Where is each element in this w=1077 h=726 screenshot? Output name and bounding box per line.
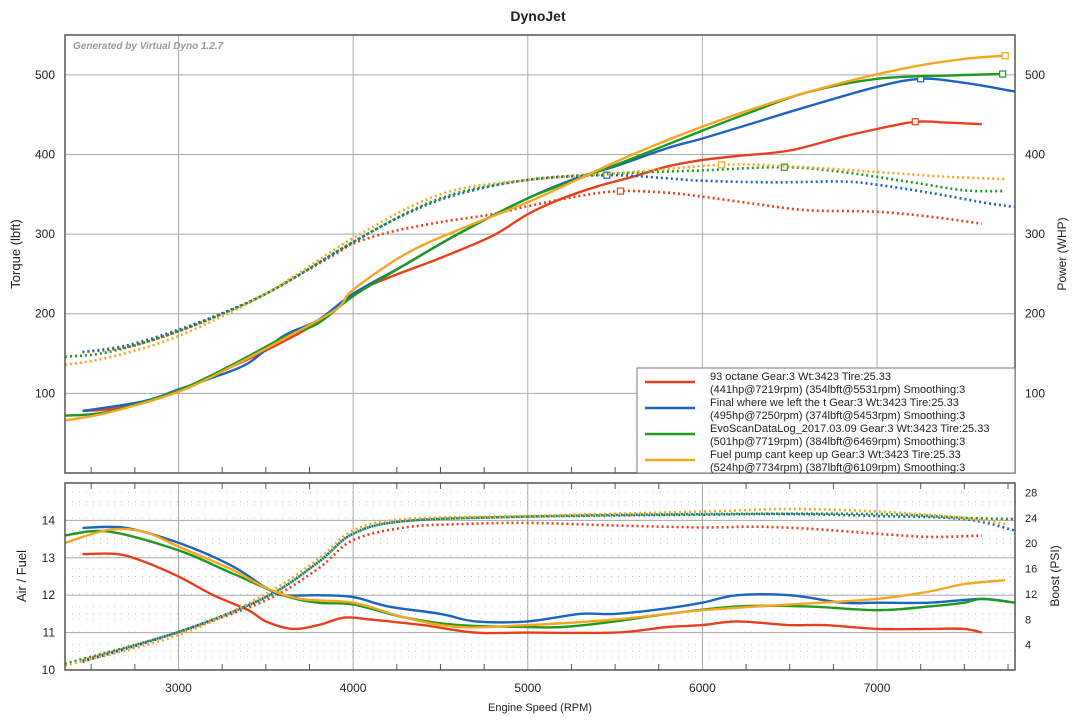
y2-axis-label-power: Power (WHP) <box>1055 217 1069 290</box>
watermark: Generated by Virtual Dyno 1.2.7 <box>73 41 224 52</box>
afr-tick-label: 11 <box>43 626 56 640</box>
x-tick-label: 4000 <box>340 681 367 695</box>
x-tick-label: 7000 <box>864 681 891 695</box>
y-tick-label: 200 <box>35 307 55 321</box>
afr-tick-label: 10 <box>42 663 56 677</box>
y-tick-label: 500 <box>35 68 55 82</box>
torque-line-series-1 <box>82 189 982 354</box>
x-axis-label: Engine Speed (RPM) <box>488 702 592 714</box>
top-plot-frame <box>64 34 1016 474</box>
legend-entry-line1: Fuel pump cant keep up Gear:3 Wt:3423 Ti… <box>710 449 961 461</box>
legend-entry-line2: (524hp@7734rpm) (387lbft@6109rpm) Smooth… <box>710 462 965 474</box>
boost-tick-label: 8 <box>1025 614 1031 626</box>
x-tick-label: 5000 <box>514 681 541 695</box>
peak-power-marker <box>911 118 919 126</box>
peak-power-marker <box>999 70 1007 78</box>
peak-torque-marker <box>616 187 625 195</box>
y-axis-label-afr: Air / Fuel <box>14 550 29 602</box>
afr-line-series-1 <box>82 552 983 635</box>
legend-entry-line1: 93 octane Gear:3 Wt:3423 Tire:25.33 <box>710 371 891 383</box>
power-line-series-1 <box>82 120 982 413</box>
peak-torque-marker <box>717 161 726 169</box>
boost-tick-label: 28 <box>1025 488 1037 500</box>
y-tick-label: 400 <box>35 147 55 161</box>
boost-line-series-3 <box>64 512 1016 665</box>
y-axis-label-torque: Torque (lbft) <box>8 219 23 288</box>
afr-line-series-3 <box>64 529 1016 629</box>
legend-entry-line2: (495hp@7250rpm) (374lbft@5453rpm) Smooth… <box>710 410 965 422</box>
legend-entry-line2: (441hp@7219rpm) (354lbft@5531rpm) Smooth… <box>710 384 965 396</box>
x-tick-label: 6000 <box>689 681 716 695</box>
y2-tick-label: 500 <box>1025 68 1045 82</box>
bottom-plot-frame <box>64 482 1016 671</box>
boost-tick-label: 4 <box>1025 640 1031 652</box>
y-tick-label: 300 <box>35 227 55 241</box>
afr-tick-label: 14 <box>42 513 56 527</box>
x-tick-label: 3000 <box>165 681 192 695</box>
legend-entry-line2: (501hp@7719rpm) (384lbft@6469rpm) Smooth… <box>710 436 965 448</box>
y2-axis-label-boost: Boost (PSI) <box>1048 545 1062 606</box>
boost-line-series-1 <box>82 521 982 662</box>
peak-power-marker <box>1001 52 1009 60</box>
afr-tick-label: 13 <box>42 551 56 565</box>
boost-line-series-2 <box>82 512 1016 664</box>
y-tick-label: 100 <box>35 386 55 400</box>
power-line-series-4 <box>64 54 1006 422</box>
boost-line-series-4 <box>64 507 1006 667</box>
y2-tick-label: 200 <box>1025 307 1045 321</box>
legend: 93 octane Gear:3 Wt:3423 Tire:25.33(441h… <box>636 367 1016 474</box>
legend-entry-line1: Final where we left the t Gear:3 Wt:3423… <box>710 397 959 409</box>
legend-entry-line1: EvoScanDataLog_2017.03.09 Gear:3 Wt:3423… <box>710 423 989 435</box>
power-line-series-3 <box>64 72 1003 417</box>
torque-line-series-2 <box>82 173 1016 354</box>
boost-tick-label: 20 <box>1025 538 1037 550</box>
afr-tick-label: 12 <box>42 588 56 602</box>
chart-title: DynoJet <box>510 8 566 24</box>
boost-tick-label: 24 <box>1025 513 1037 525</box>
boost-tick-label: 16 <box>1025 564 1037 576</box>
afr-line-series-4 <box>64 527 1006 629</box>
y2-tick-label: 400 <box>1025 147 1045 161</box>
afr-line-series-2 <box>82 525 1016 624</box>
boost-tick-label: 12 <box>1025 589 1037 601</box>
y2-tick-label: 300 <box>1025 227 1045 241</box>
y2-tick-label: 100 <box>1025 386 1045 400</box>
